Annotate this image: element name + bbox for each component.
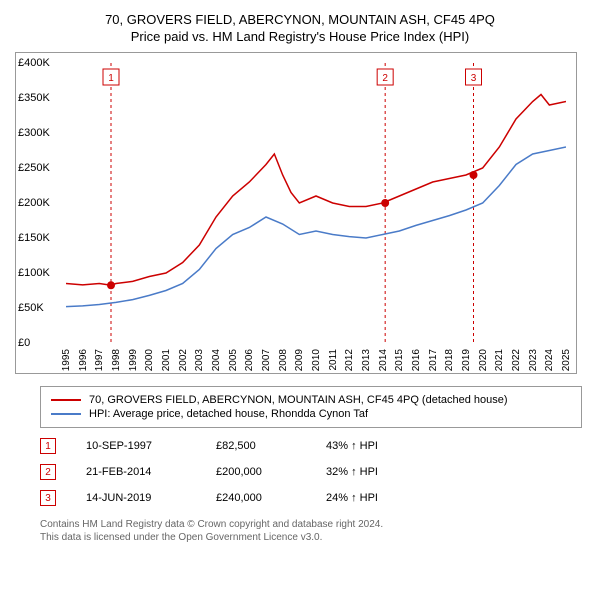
marker-price: £200,000 — [216, 466, 296, 478]
x-tick-label: 2010 — [311, 349, 322, 371]
legend-box: 70, GROVERS FIELD, ABERCYNON, MOUNTAIN A… — [40, 386, 582, 428]
x-tick-label: 2017 — [428, 349, 439, 371]
marker-number-box: 1 — [40, 438, 56, 454]
title-line-1: 70, GROVERS FIELD, ABERCYNON, MOUNTAIN A… — [10, 12, 590, 27]
plot-area: 1 2 3 — [66, 63, 566, 343]
x-tick-label: 2013 — [361, 349, 372, 371]
x-tick-label: 2009 — [294, 349, 305, 371]
x-tick-label: 2004 — [211, 349, 222, 371]
x-tick-label: 1995 — [61, 349, 72, 371]
chart-container: 70, GROVERS FIELD, ABERCYNON, MOUNTAIN A… — [10, 12, 590, 544]
x-tick-label: 2005 — [228, 349, 239, 371]
x-tick-label: 2016 — [411, 349, 422, 371]
marker-detail-row: 1 10-SEP-1997 £82,500 43% ↑ HPI — [40, 438, 590, 454]
x-tick-label: 2015 — [394, 349, 405, 371]
y-tick-label: £0 — [18, 337, 30, 349]
x-tick-label: 1999 — [128, 349, 139, 371]
x-tick-label: 2020 — [478, 349, 489, 371]
y-tick-label: £350K — [18, 92, 50, 104]
marker-date: 10-SEP-1997 — [86, 440, 186, 452]
marker-pct: 32% ↑ HPI — [326, 466, 378, 478]
x-tick-label: 2000 — [144, 349, 155, 371]
x-tick-label: 2022 — [511, 349, 522, 371]
title-line-2: Price paid vs. HM Land Registry's House … — [10, 29, 590, 44]
marker-detail-row: 3 14-JUN-2019 £240,000 24% ↑ HPI — [40, 490, 590, 506]
footer-note: Contains HM Land Registry data © Crown c… — [40, 518, 590, 544]
marker-detail-row: 2 21-FEB-2014 £200,000 32% ↑ HPI — [40, 464, 590, 480]
legend-swatch — [51, 399, 81, 401]
y-tick-label: £400K — [18, 57, 50, 69]
x-tick-label: 2002 — [178, 349, 189, 371]
x-tick-label: 1998 — [111, 349, 122, 371]
x-tick-label: 2003 — [194, 349, 205, 371]
x-tick-label: 2024 — [544, 349, 555, 371]
marker-pct: 43% ↑ HPI — [326, 440, 378, 452]
x-tick-label: 2021 — [494, 349, 505, 371]
x-tick-label: 2012 — [344, 349, 355, 371]
y-tick-label: £200K — [18, 197, 50, 209]
marker-pct: 24% ↑ HPI — [326, 492, 378, 504]
x-tick-label: 2001 — [161, 349, 172, 371]
x-tick-label: 2014 — [378, 349, 389, 371]
x-tick-label: 2019 — [461, 349, 472, 371]
x-tick-label: 2006 — [244, 349, 255, 371]
x-tick-label: 1997 — [94, 349, 105, 371]
y-tick-label: £150K — [18, 232, 50, 244]
footer-line-2: This data is licensed under the Open Gov… — [40, 531, 590, 544]
x-tick-label: 2018 — [444, 349, 455, 371]
chart-svg: 1 2 3 — [66, 63, 566, 343]
legend-swatch — [51, 413, 81, 415]
legend-row: HPI: Average price, detached house, Rhon… — [51, 407, 571, 421]
y-tick-label: £250K — [18, 162, 50, 174]
footer-line-1: Contains HM Land Registry data © Crown c… — [40, 518, 590, 531]
svg-text:2: 2 — [382, 73, 388, 84]
x-tick-label: 2007 — [261, 349, 272, 371]
marker-date: 21-FEB-2014 — [86, 466, 186, 478]
legend-row: 70, GROVERS FIELD, ABERCYNON, MOUNTAIN A… — [51, 393, 571, 407]
marker-price: £240,000 — [216, 492, 296, 504]
y-tick-label: £100K — [18, 267, 50, 279]
x-tick-label: 2011 — [328, 349, 339, 371]
marker-rows: 1 10-SEP-1997 £82,500 43% ↑ HPI 2 21-FEB-2014… — [10, 438, 590, 506]
marker-number-box: 3 — [40, 490, 56, 506]
legend-label: HPI: Average price, detached house, Rhon… — [89, 408, 368, 420]
svg-text:1: 1 — [108, 73, 114, 84]
y-tick-label: £50K — [18, 302, 44, 314]
x-tick-label: 1996 — [78, 349, 89, 371]
y-tick-label: £300K — [18, 127, 50, 139]
marker-price: £82,500 — [216, 440, 296, 452]
svg-text:3: 3 — [471, 73, 477, 84]
x-tick-label: 2023 — [528, 349, 539, 371]
x-tick-label: 2008 — [278, 349, 289, 371]
legend-label: 70, GROVERS FIELD, ABERCYNON, MOUNTAIN A… — [89, 394, 508, 406]
marker-date: 14-JUN-2019 — [86, 492, 186, 504]
x-tick-label: 2025 — [561, 349, 572, 371]
chart-box: £0 £50K £100K £150K £200K £250K £300K £350K £400… — [15, 52, 577, 374]
marker-number-box: 2 — [40, 464, 56, 480]
